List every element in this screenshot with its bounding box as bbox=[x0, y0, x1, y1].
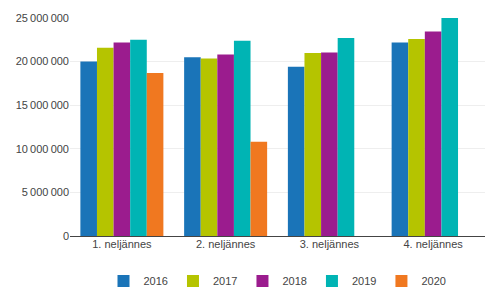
svg-text:2. neljännes: 2. neljännes bbox=[196, 238, 256, 250]
svg-text:2018: 2018 bbox=[282, 275, 306, 287]
svg-text:20 000 000: 20 000 000 bbox=[16, 55, 69, 67]
svg-text:5 000 000: 5 000 000 bbox=[22, 186, 69, 198]
svg-text:0: 0 bbox=[63, 230, 69, 242]
svg-text:1. neljännes: 1. neljännes bbox=[92, 238, 152, 250]
svg-text:2016: 2016 bbox=[144, 275, 168, 287]
svg-text:4. neljännes: 4. neljännes bbox=[403, 238, 463, 250]
svg-text:2020: 2020 bbox=[421, 275, 445, 287]
svg-text:25 000 000: 25 000 000 bbox=[16, 12, 69, 24]
svg-text:3. neljännes: 3. neljännes bbox=[300, 238, 360, 250]
svg-text:2017: 2017 bbox=[213, 275, 237, 287]
svg-text:10 000 000: 10 000 000 bbox=[16, 143, 69, 155]
svg-text:2019: 2019 bbox=[352, 275, 376, 287]
svg-text:15 000 000: 15 000 000 bbox=[16, 99, 69, 111]
